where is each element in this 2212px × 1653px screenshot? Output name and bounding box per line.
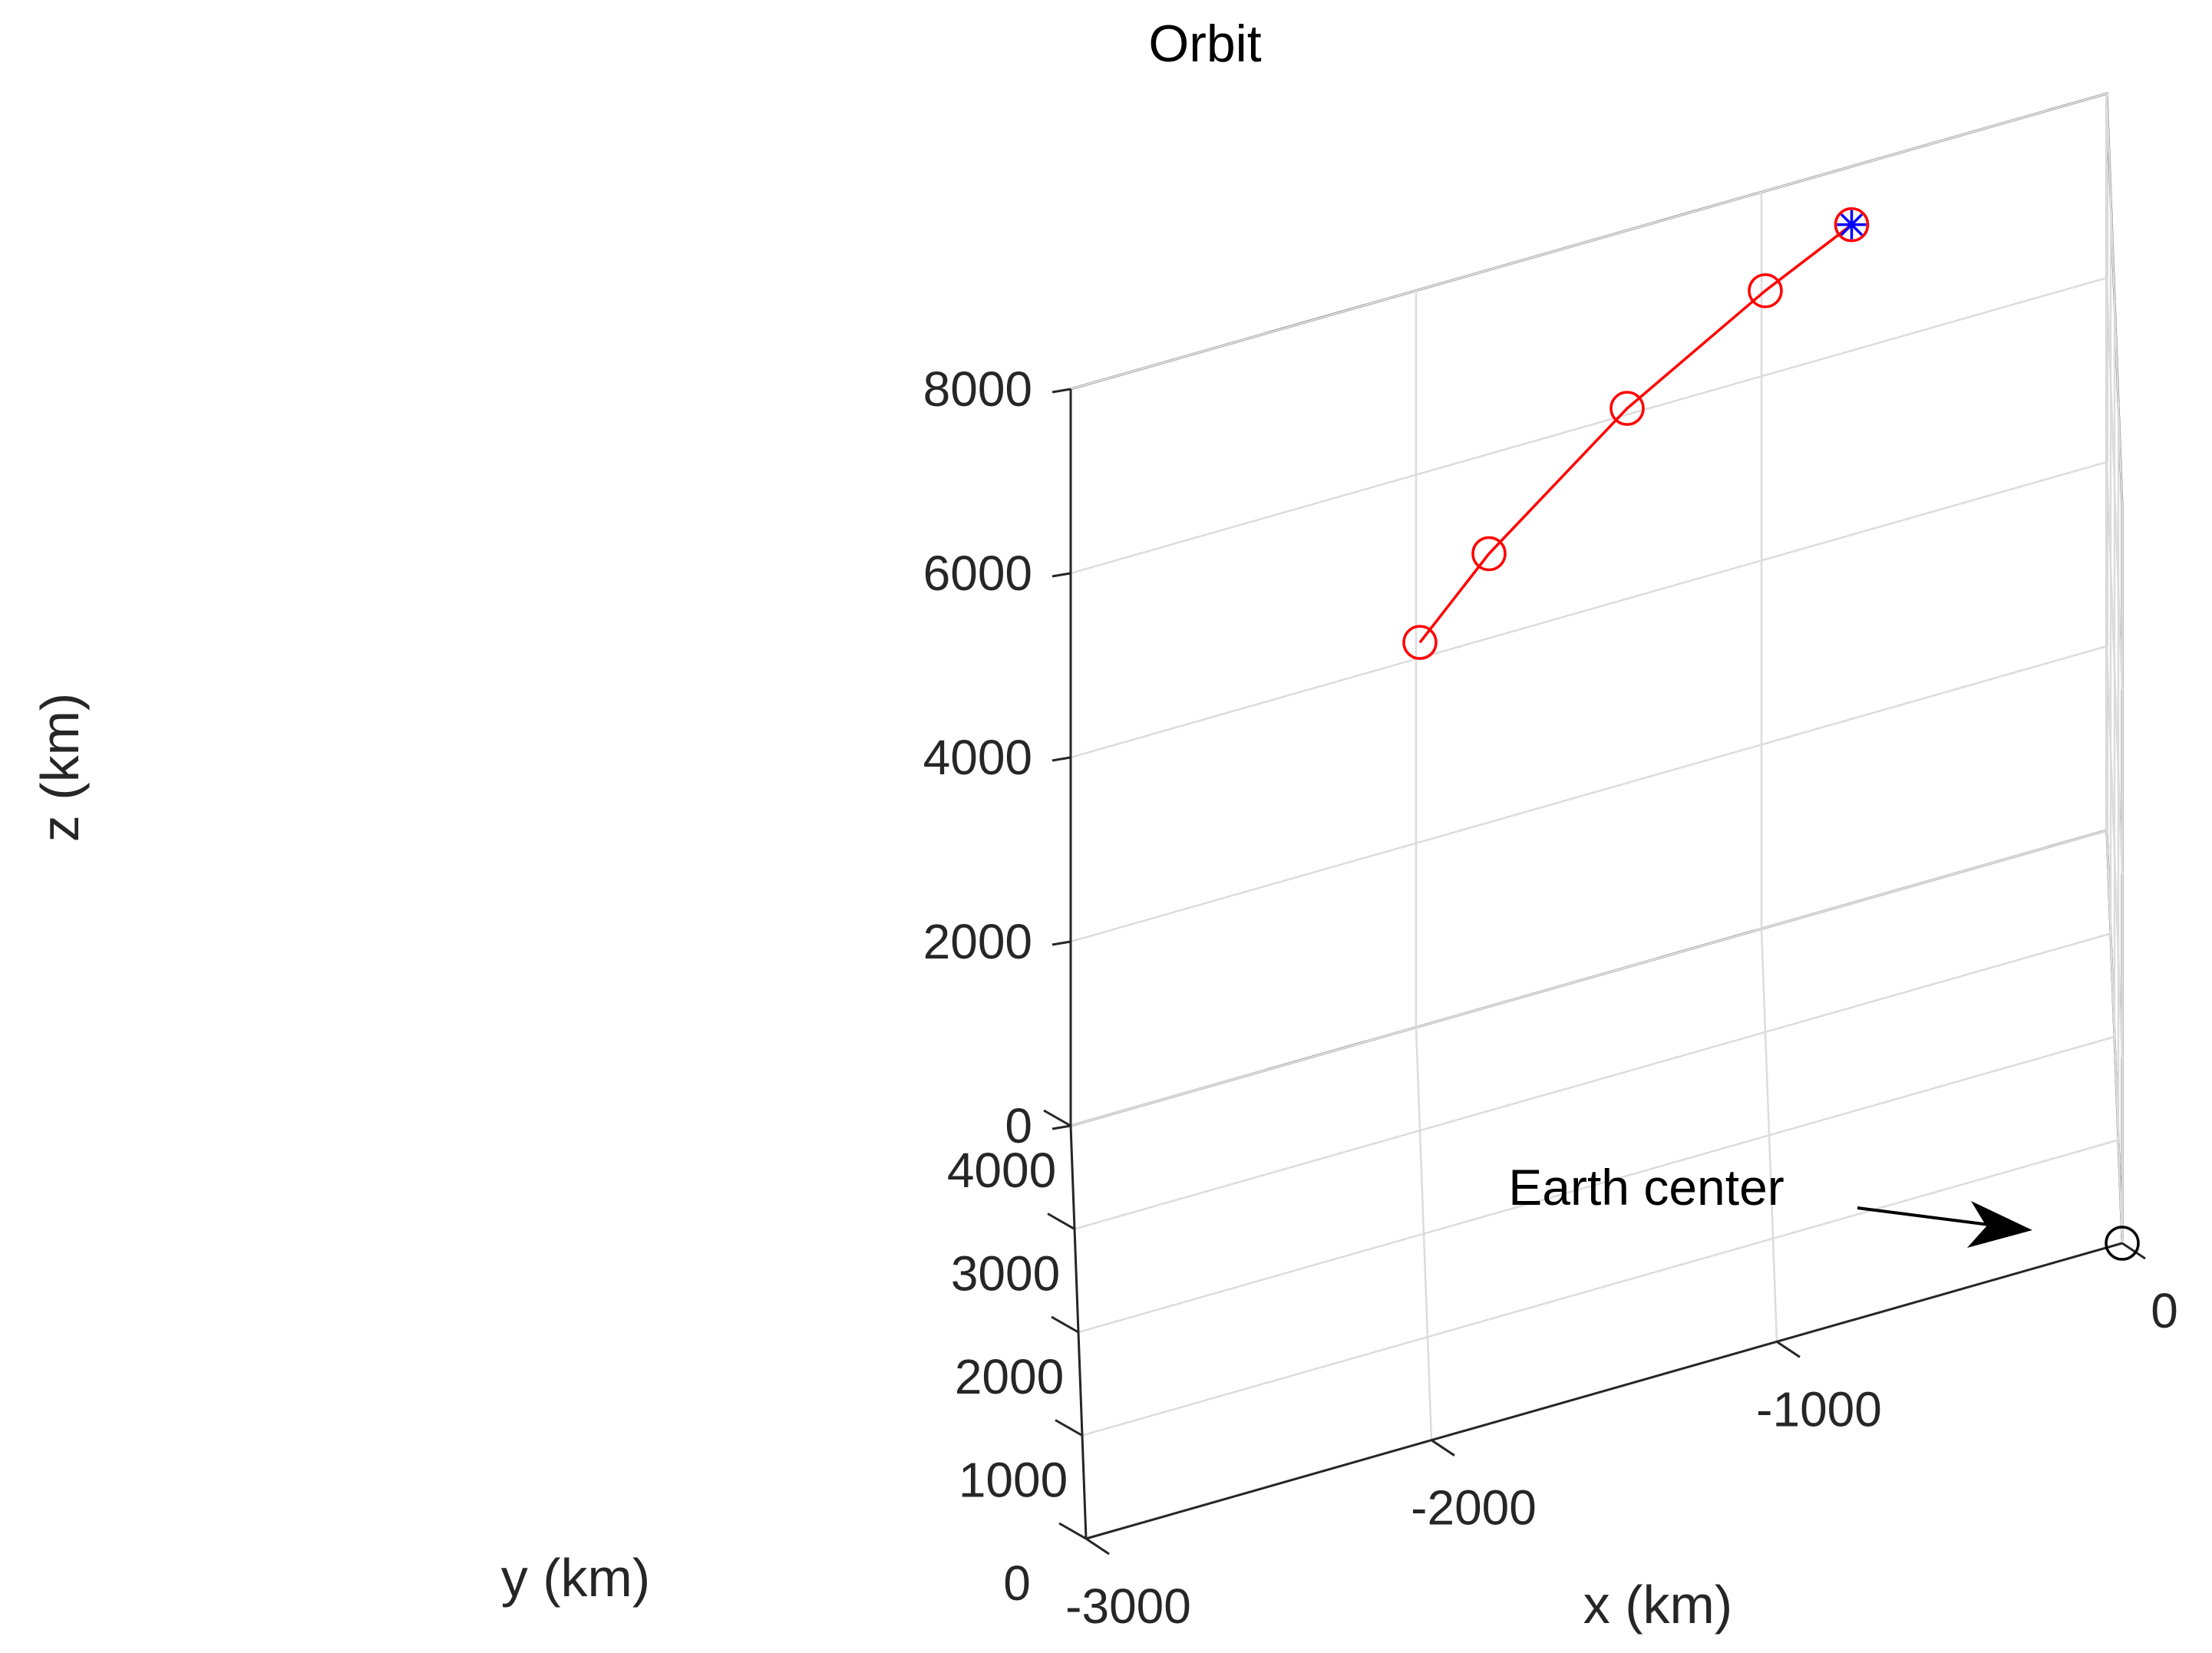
earth-center-annotation: Earth center — [1508, 1159, 2032, 1248]
series-marker-circle — [2105, 1226, 2140, 1261]
x-axis-line — [1085, 1242, 2123, 1540]
series-marker-circle — [1834, 207, 1870, 243]
y-tick — [1055, 1419, 1083, 1437]
annotation-text: Earth center — [1508, 1159, 1784, 1216]
series-line — [1418, 223, 1853, 644]
y-tick — [1047, 1213, 1075, 1230]
tick-labels: -3000-2000-10000010002000300040000200040… — [923, 361, 2178, 1634]
y-tick-label: 1000 — [959, 1453, 1068, 1508]
series-marker-circle — [1402, 625, 1438, 660]
annotation-arrow-line — [1857, 1206, 1996, 1227]
z-tick-label: 6000 — [923, 546, 1032, 601]
y-tick-label: 3000 — [951, 1246, 1060, 1302]
z-tick — [1052, 572, 1071, 578]
gridline-z — [1070, 645, 2124, 1060]
gridline-z — [1070, 829, 2124, 1244]
chart-title: Orbit — [1148, 15, 1261, 73]
asterisk-stroke — [1840, 213, 1864, 236]
front-axes — [1069, 389, 2123, 1540]
x-tick-label: 0 — [2151, 1283, 2178, 1338]
z-tick-label: 0 — [1005, 1098, 1032, 1153]
x-tick — [1085, 1537, 1110, 1556]
gridline-z — [1070, 460, 2124, 876]
z-tick-label: 8000 — [923, 361, 1032, 417]
gridline-z — [1070, 92, 2124, 507]
axes-back-panes — [1069, 92, 2124, 1244]
gridline-x — [1069, 389, 1088, 1539]
x-tick — [2121, 1242, 2146, 1260]
series-layer — [1402, 207, 2140, 1261]
tick-marks — [1043, 388, 2146, 1556]
y-tick — [1043, 1109, 1071, 1127]
z-tick-label: 4000 — [923, 730, 1032, 785]
gridline-x — [1415, 290, 1433, 1440]
gridline-y — [1085, 506, 2124, 1540]
z-tick — [1052, 1124, 1071, 1130]
z-axis-label: z (km) — [30, 693, 90, 842]
z-tick — [1052, 388, 1071, 394]
x-tick-label: -2000 — [1411, 1480, 1537, 1536]
x-tick-label: -1000 — [1756, 1381, 1882, 1437]
gridlines — [1069, 92, 2124, 1540]
x-tick — [1776, 1341, 1801, 1358]
y-tick-label: 0 — [1003, 1556, 1031, 1611]
series-marker-circle — [1471, 536, 1507, 572]
series-marker-circle — [1748, 273, 1783, 308]
x-tick-label: -3000 — [1065, 1579, 1191, 1634]
series-marker-asterisk — [1837, 210, 1867, 239]
y-tick — [1058, 1522, 1087, 1540]
y-tick-label: 4000 — [947, 1143, 1056, 1198]
series-marker-circle — [1609, 391, 1645, 426]
gridline-y — [1081, 403, 2120, 1437]
annotation-arrowhead — [1967, 1201, 2032, 1248]
gridline-z — [1070, 276, 2124, 691]
x-tick — [1431, 1439, 1455, 1457]
z-tick — [1052, 756, 1071, 762]
x-axis-label: x (km) — [1583, 1575, 1732, 1635]
z-tick-label: 2000 — [923, 914, 1032, 969]
y-tick — [1051, 1315, 1079, 1334]
y-tick-label: 2000 — [955, 1349, 1064, 1404]
z-tick — [1052, 940, 1071, 946]
y-axis-label: y (km) — [501, 1548, 650, 1608]
